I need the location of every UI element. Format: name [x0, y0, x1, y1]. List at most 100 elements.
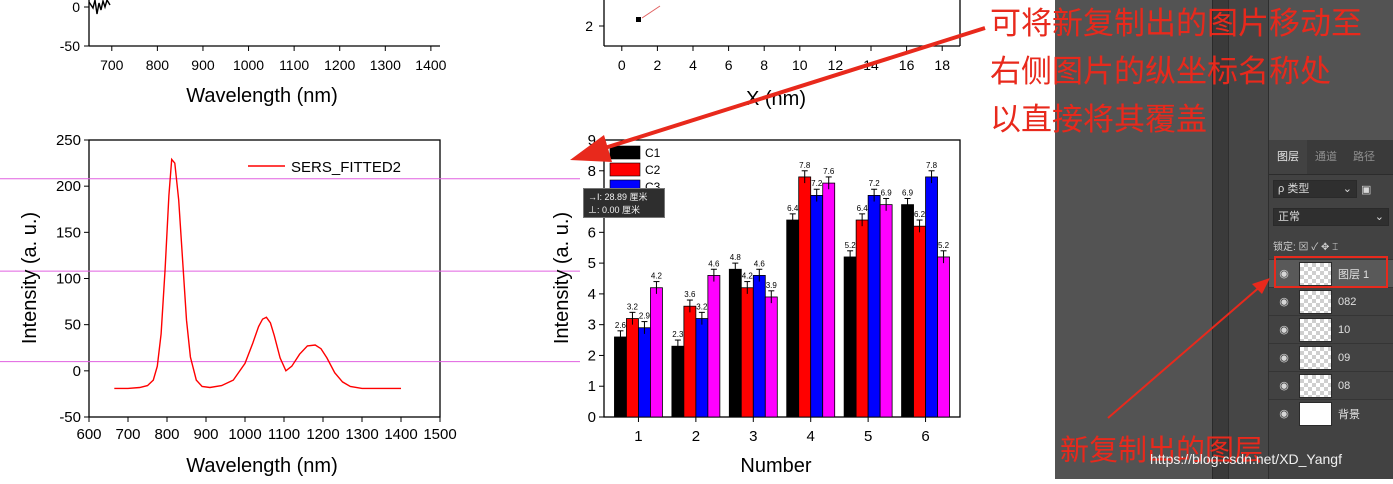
bar-c1	[901, 204, 914, 418]
bar-value-label: 2.3	[672, 330, 684, 339]
layer-row[interactable]: ◉ 082	[1269, 287, 1393, 315]
tm-xtick-label: 4	[689, 57, 697, 73]
bar-value-label: 7.6	[823, 167, 835, 176]
eye-icon[interactable]: ◉	[1279, 408, 1289, 420]
bc-ytick-label: 6	[588, 224, 596, 241]
bar-c2	[855, 219, 869, 418]
tab-paths[interactable]: 路径	[1353, 151, 1375, 163]
annotation-text-1: 可将新复制出的图片移动至	[990, 6, 1362, 42]
tm-xtick-label: 16	[899, 57, 915, 73]
lc-xtick-label: 1400	[384, 426, 417, 443]
lc-ytick-label: 250	[56, 132, 81, 149]
bc-xtick-label: 1	[634, 428, 642, 445]
tab-layers[interactable]: 图层	[1269, 140, 1307, 174]
layer-name: 图层 1	[1338, 268, 1370, 281]
tl-xtick-label: 700	[100, 57, 124, 73]
bar-c4	[937, 256, 950, 418]
tm-xtick-label: 18	[934, 57, 950, 73]
bc-ytick-label: 3	[588, 317, 596, 334]
bar-value-label: 6.9	[902, 188, 914, 197]
bar-c3	[752, 275, 766, 418]
annotation-arrows	[570, 26, 986, 162]
bc-xtick-label: 4	[807, 428, 815, 445]
layers-panel: 图层 通道 路径 ρ 类型 ⌄ ▣ 正常 ⌄ 锁定: ⊠ ✓ ✥ ⌶ ◉ 图层 1…	[1268, 140, 1393, 479]
bc-ytick-label: 0	[588, 409, 596, 426]
line-chart: 250 200 150 100 50 0 -50 600 700 800 900 1000 1100 1…	[0, 132, 580, 477]
tl-xtick-label: 1000	[233, 57, 264, 73]
annotation-text-bottom: 新复制出的图层	[1060, 433, 1264, 467]
tl-xtick-label: 1100	[279, 57, 309, 73]
tl-ytick-0: 0	[72, 0, 80, 15]
image-filter-icon[interactable]: ▣	[1361, 183, 1372, 196]
blend-mode-label: 正常	[1278, 211, 1300, 223]
bc-ytick-label: 2	[588, 347, 596, 364]
bar-c2	[683, 305, 697, 418]
layer-thumbnail	[1299, 373, 1332, 398]
blend-row: 正常 ⌄	[1269, 203, 1393, 231]
annotation-text-2: 右侧图片的纵坐标名称处	[990, 54, 1331, 90]
bc-xtick-label: 2	[692, 428, 700, 445]
eye-icon[interactable]: ◉	[1279, 380, 1289, 392]
layer-name: 10	[1338, 323, 1351, 336]
bar-c4	[822, 182, 836, 418]
tm-xlabel: X (nm)	[746, 88, 806, 110]
layer-row[interactable]: ◉ 09	[1269, 343, 1393, 371]
chevron-down-icon: ⌄	[1342, 183, 1352, 195]
legend-swatch-c2	[609, 162, 641, 177]
lc-xlabel: Wavelength (nm)	[186, 455, 338, 477]
tl-xtick-label: 1200	[324, 57, 355, 73]
filter-kind-label: ρ 类型	[1278, 183, 1310, 195]
bar-c1	[671, 345, 685, 418]
bar-value-label: 3.2	[696, 302, 708, 311]
bar-c1	[728, 268, 742, 418]
tm-xtick-label: 0	[618, 57, 626, 73]
layer-row[interactable]: ◉ 08	[1269, 371, 1393, 399]
series-line-sers-fitted2	[114, 157, 401, 390]
bar-value-label: 4.2	[651, 272, 663, 281]
eye-icon[interactable]: ◉	[1279, 268, 1289, 280]
tm-xtick-label: 6	[725, 57, 733, 73]
bar-value-label: 6.9	[881, 188, 893, 197]
bar-value-label: 7.8	[799, 161, 811, 170]
eye-icon[interactable]: ◉	[1279, 324, 1289, 336]
origin-canvas: 0 -50 700 800 900 1000 1100 1200 1300 1400 Wave…	[0, 0, 986, 477]
lc-xtick-label: 1000	[228, 426, 261, 443]
bc-ytick-label: 4	[588, 286, 596, 303]
bar-c3	[867, 194, 881, 418]
lc-ytick-label: 150	[56, 224, 81, 241]
tl-ytick-1: -50	[60, 38, 80, 54]
bc-ytick-label: 8	[588, 163, 596, 180]
bar-c1	[843, 256, 857, 418]
eye-icon[interactable]: ◉	[1279, 296, 1289, 308]
tooltip-line-1: →I: 28.89 厘米	[588, 192, 648, 202]
tab-channels[interactable]: 通道	[1315, 151, 1337, 163]
bar-value-label: 3.9	[766, 281, 778, 290]
eye-icon[interactable]: ◉	[1279, 352, 1289, 364]
bar-c2	[626, 318, 639, 418]
lc-ytick-label: 100	[56, 271, 81, 288]
bar-value-label: 7.8	[926, 161, 938, 170]
bar-c3	[638, 327, 651, 418]
legend-label-c1: C1	[645, 146, 661, 160]
filter-kind-select[interactable]: ρ 类型 ⌄	[1273, 180, 1357, 198]
bc-xlabel: Number	[740, 455, 811, 477]
bar-value-label: 3.2	[627, 302, 639, 311]
arrow-head-top	[570, 135, 612, 162]
chevron-down-icon: ⌄	[1374, 211, 1384, 223]
blend-mode-select[interactable]: 正常 ⌄	[1273, 208, 1389, 226]
layer-row[interactable]: ◉ 10	[1269, 315, 1393, 343]
bar-value-label: 7.2	[869, 179, 881, 188]
lock-label[interactable]: 锁定: ⊠ ✓ ✥ ⌶	[1273, 241, 1339, 253]
legend-label: SERS_FITTED2	[291, 159, 401, 176]
lc-xtick-label: 900	[193, 426, 218, 443]
bar-value-label: 6.4	[857, 204, 869, 213]
layer-row[interactable]: ◉ 图层 1	[1269, 259, 1393, 287]
panel-tabs: 图层 通道 路径	[1269, 140, 1393, 175]
bar-value-label: 2.9	[639, 312, 651, 321]
watermark: https://blog.csdn.net/XD_Yangf	[1150, 451, 1342, 467]
bc-ytick-label: 5	[588, 255, 596, 272]
layer-row[interactable]: ◉ 背景	[1269, 399, 1393, 427]
bar-c1	[614, 336, 627, 418]
lc-xtick-label: 700	[115, 426, 140, 443]
bar-c2	[913, 225, 926, 418]
